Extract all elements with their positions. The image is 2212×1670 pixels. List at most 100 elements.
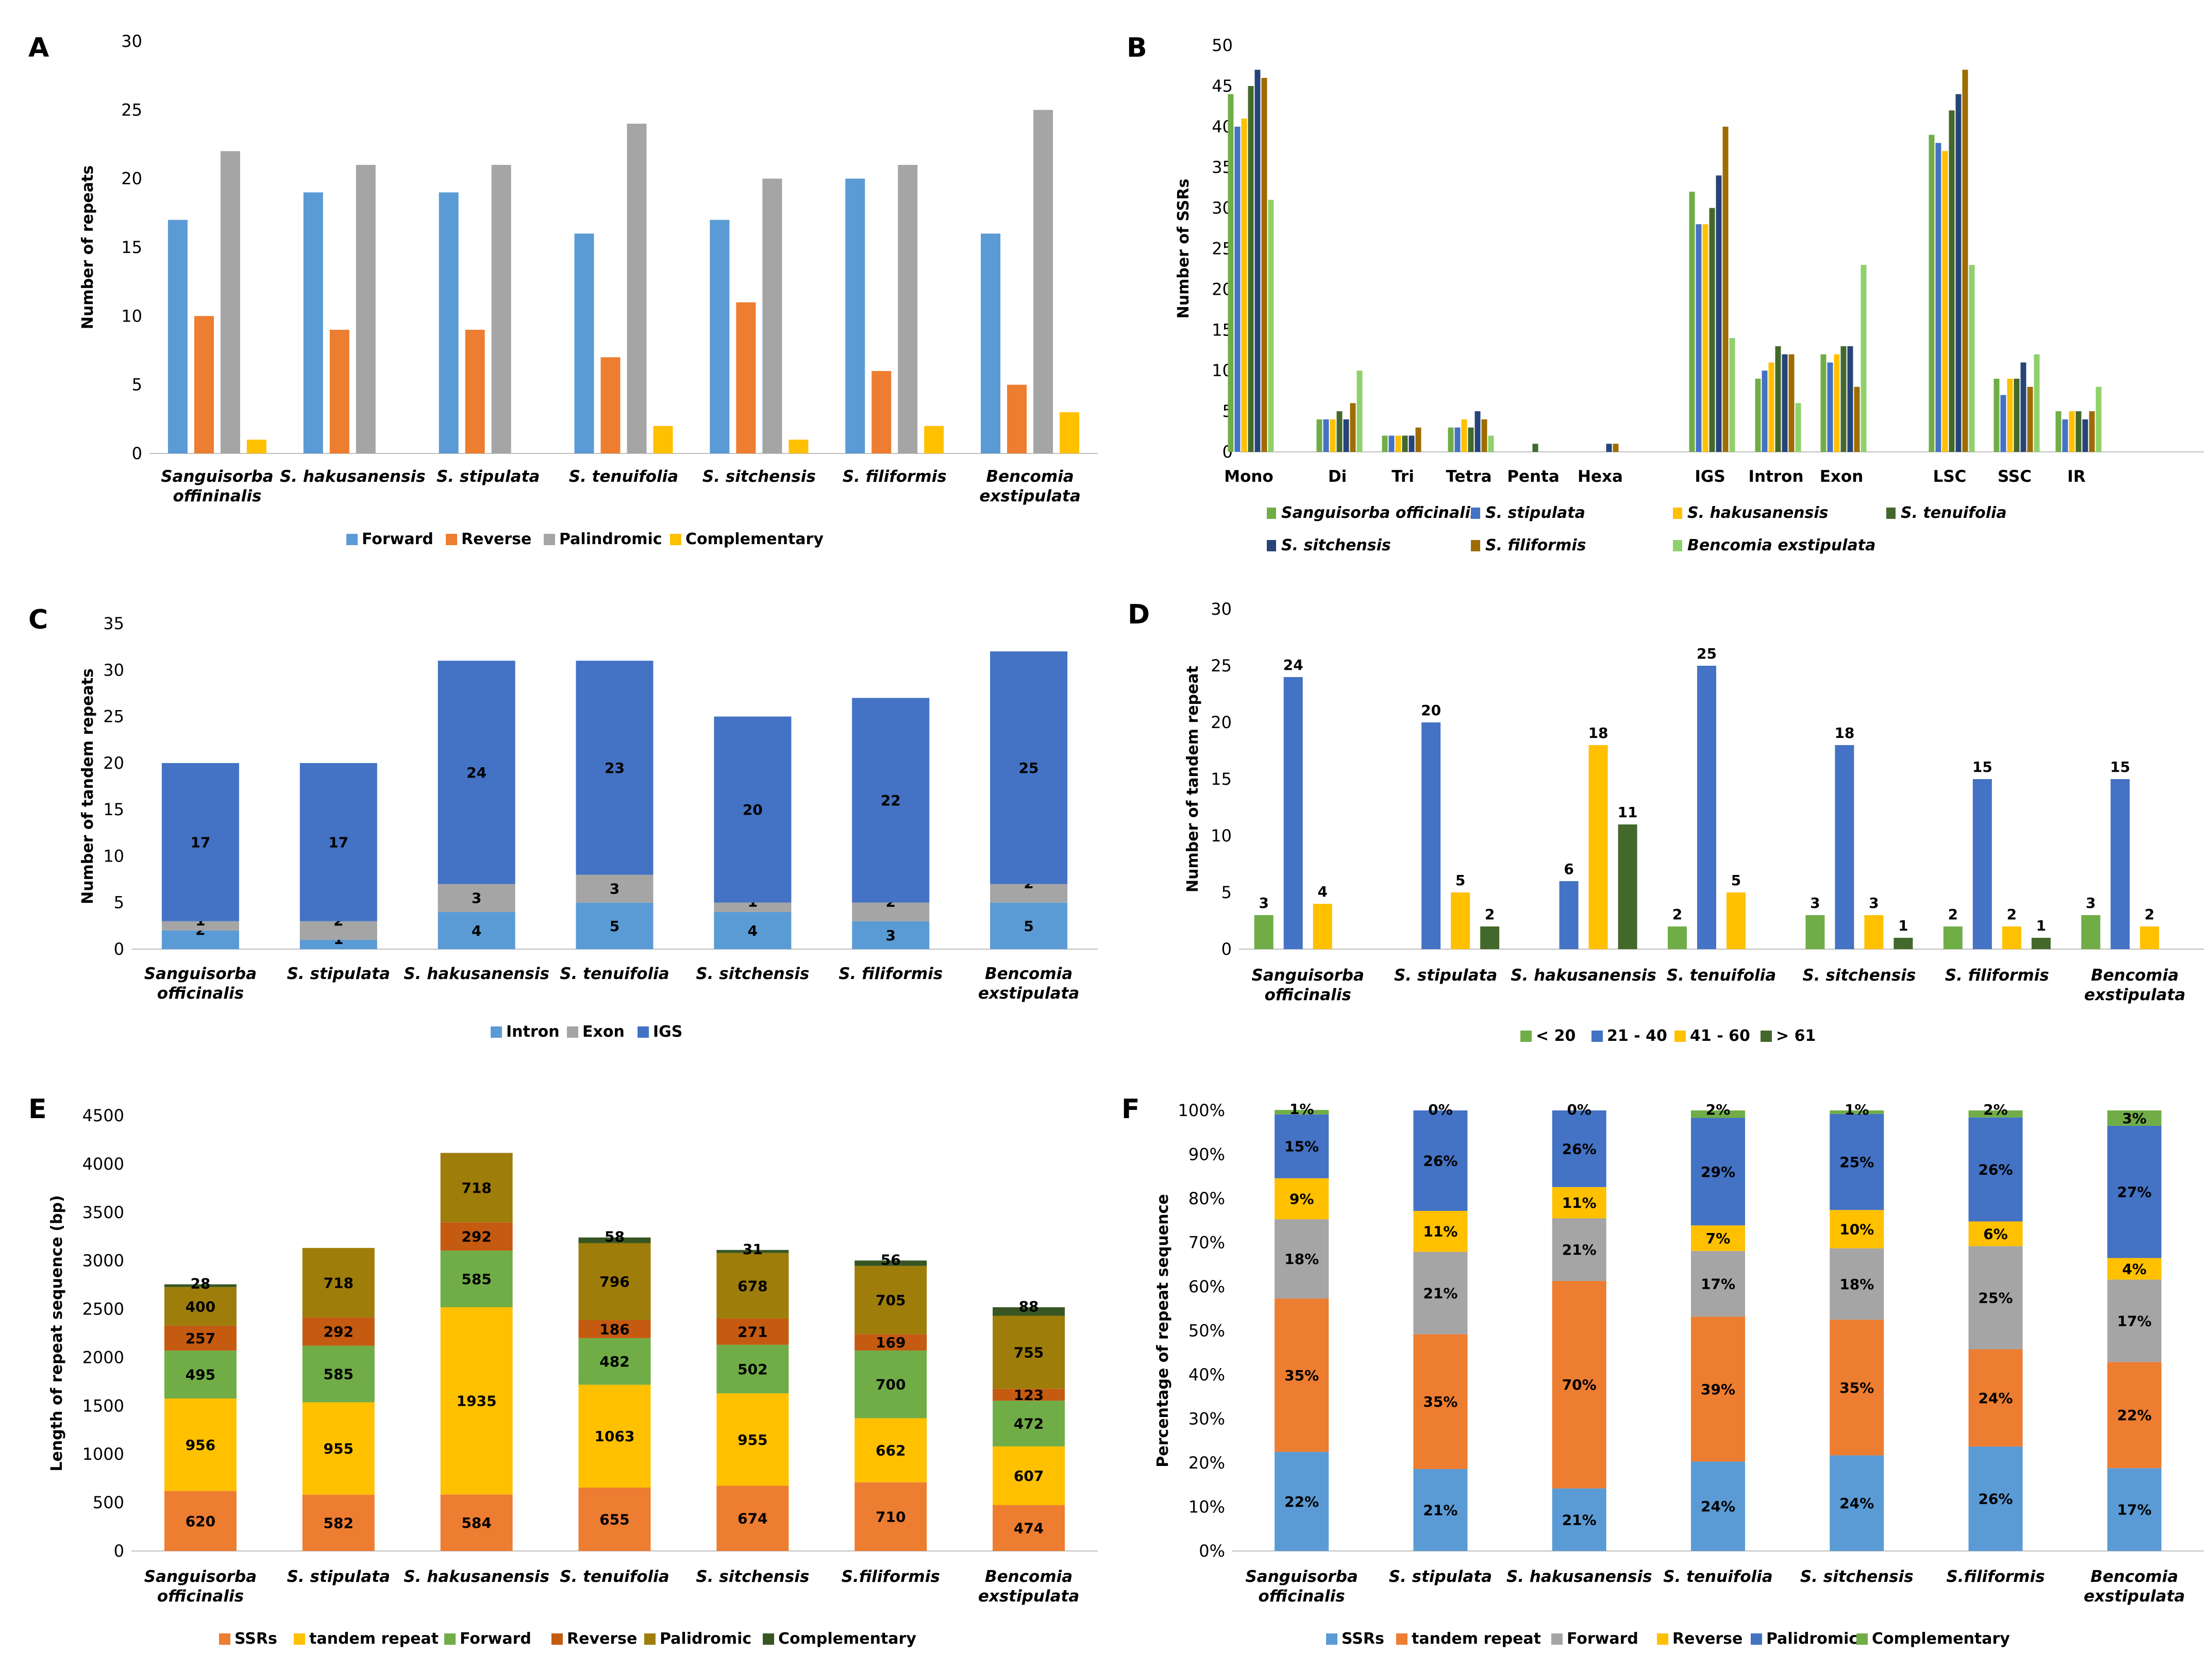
y-tick-label: 0 bbox=[1221, 939, 1232, 959]
segment-value-label: 17 bbox=[190, 834, 210, 851]
bar-segment bbox=[2107, 1468, 2161, 1551]
bar-segment bbox=[1275, 1298, 1329, 1452]
bar-segment bbox=[440, 1222, 513, 1251]
legend-swatch bbox=[763, 1633, 774, 1645]
bar bbox=[1689, 192, 1695, 452]
bar-segment bbox=[1968, 1117, 2023, 1222]
category-label: S.filiformis bbox=[842, 1567, 940, 1586]
bar-segment bbox=[993, 1307, 1065, 1316]
category-label: Sanguisorba bbox=[161, 467, 273, 486]
bar bbox=[2020, 362, 2026, 452]
segment-value-label: 662 bbox=[876, 1442, 906, 1459]
segment-value-label: 582 bbox=[324, 1514, 354, 1531]
bar-segment bbox=[716, 1250, 789, 1253]
bar bbox=[1468, 427, 1474, 452]
bar bbox=[872, 371, 892, 453]
category-label: S. hakusanensis bbox=[404, 1567, 549, 1586]
legend-label: 21 - 40 bbox=[1607, 1027, 1667, 1045]
y-tick-label: 40% bbox=[1188, 1365, 1225, 1385]
legend-swatch bbox=[1761, 1031, 1772, 1042]
bar bbox=[1241, 119, 1247, 452]
bar-segment bbox=[578, 1338, 651, 1385]
bar bbox=[1461, 419, 1467, 452]
bar-segment bbox=[438, 661, 515, 884]
bar-segment bbox=[1275, 1219, 1329, 1299]
bar bbox=[2069, 411, 2075, 452]
bar-value-label: 2 bbox=[2144, 906, 2154, 923]
segment-value-label: 20 bbox=[743, 801, 763, 818]
segment-value-label: 292 bbox=[324, 1323, 354, 1340]
bar bbox=[2110, 779, 2130, 949]
bar-segment bbox=[854, 1334, 927, 1351]
segment-value-label: 39% bbox=[1701, 1381, 1735, 1398]
segment-value-label: 28 bbox=[190, 1275, 210, 1292]
bar-segment bbox=[438, 884, 515, 912]
bar-segment bbox=[993, 1505, 1065, 1551]
bar bbox=[1716, 175, 1722, 452]
category-label: Intron bbox=[1748, 467, 1803, 486]
bar bbox=[2027, 386, 2033, 452]
y-tick-label: 20 bbox=[1211, 713, 1232, 732]
segment-value-label: 4% bbox=[2122, 1260, 2147, 1277]
bar bbox=[1350, 403, 1356, 452]
segment-value-label: 88 bbox=[1019, 1298, 1039, 1315]
bar-value-label: 2 bbox=[1485, 906, 1495, 923]
bar bbox=[1402, 435, 1408, 452]
bar bbox=[1451, 892, 1470, 949]
bar-segment bbox=[578, 1237, 651, 1243]
segment-value-label: 24% bbox=[1701, 1498, 1735, 1515]
bar bbox=[1316, 419, 1322, 452]
bar bbox=[1762, 370, 1768, 452]
legend-swatch bbox=[644, 1633, 656, 1645]
bar bbox=[1929, 134, 1935, 452]
panel-f: 0% 10% 20% 30% 40% 50% 60% 70% 80% 90% 100% Percent… bbox=[1106, 1077, 2212, 1670]
y-tick-label: 500 bbox=[93, 1493, 124, 1512]
bar bbox=[600, 357, 621, 453]
bar-segment bbox=[854, 1350, 927, 1419]
category-label: S. hakusanensis bbox=[404, 965, 549, 983]
segment-value-label: 1063 bbox=[595, 1428, 635, 1445]
category-label: Bencomia bbox=[986, 467, 1074, 486]
bar-value-label: 6 bbox=[1564, 861, 1573, 878]
bar bbox=[1388, 435, 1395, 452]
legend-swatch bbox=[294, 1633, 305, 1645]
bar-segment bbox=[714, 902, 792, 912]
y-tick-label: 35 bbox=[103, 614, 124, 633]
segment-value-label: 24% bbox=[1839, 1495, 1874, 1512]
segment-value-label: 25% bbox=[1979, 1289, 2013, 1306]
segment-value-label: 26% bbox=[1423, 1152, 1457, 1169]
bar bbox=[1613, 444, 1619, 452]
bar-segment bbox=[164, 1491, 237, 1551]
y-tick-label: 100% bbox=[1178, 1101, 1225, 1120]
segment-value-label: 58 bbox=[605, 1228, 625, 1245]
segment-value-label: 17% bbox=[2117, 1502, 2152, 1519]
segment-value-label: 26% bbox=[1979, 1161, 2013, 1178]
bar-value-label: 18 bbox=[1834, 724, 1854, 741]
bar bbox=[1788, 354, 1795, 452]
bar bbox=[1696, 224, 1702, 452]
legend-label: > 61 bbox=[1776, 1027, 1816, 1045]
segment-value-label: 3 bbox=[885, 927, 895, 944]
bar-segment bbox=[716, 1318, 789, 1345]
category-label: S. stipulata bbox=[287, 965, 390, 983]
bar-segment bbox=[1830, 1210, 1884, 1249]
bar-segment bbox=[993, 1389, 1065, 1401]
category-label: S. hakusanensis bbox=[280, 467, 426, 486]
bar bbox=[627, 124, 647, 453]
segment-value-label: 400 bbox=[186, 1298, 215, 1315]
bar-segment bbox=[440, 1494, 513, 1551]
legend-label: Intron bbox=[506, 1023, 560, 1041]
category-label: Tri bbox=[1392, 467, 1414, 486]
bar bbox=[1962, 70, 1968, 452]
segment-value-label: 257 bbox=[186, 1330, 215, 1347]
bar-segment bbox=[299, 763, 377, 921]
segment-value-label: 25% bbox=[1839, 1154, 1874, 1171]
category-label: Mono bbox=[1224, 467, 1273, 486]
category-label: Bencomia bbox=[2090, 1567, 2178, 1586]
y-tick-label: 10 bbox=[121, 306, 142, 326]
segment-value-label: 35% bbox=[1284, 1367, 1319, 1384]
bar bbox=[1421, 722, 1441, 949]
bar bbox=[1775, 346, 1781, 452]
legend-label: Complementary bbox=[1872, 1630, 2010, 1648]
legend-swatch bbox=[1674, 1031, 1686, 1042]
